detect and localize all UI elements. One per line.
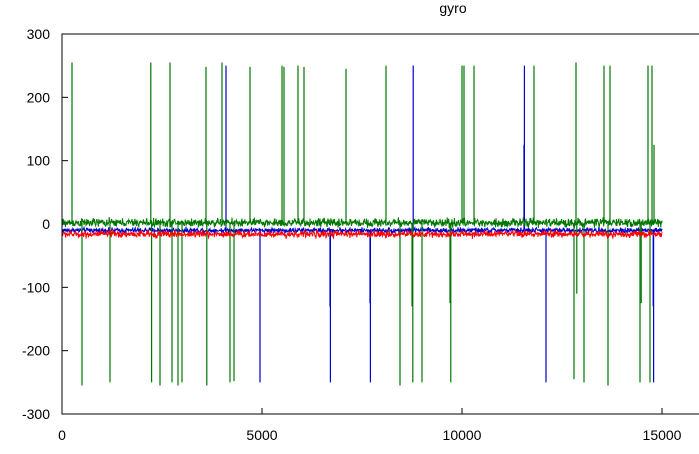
x-tick-label: 15000 bbox=[643, 427, 682, 443]
series-line bbox=[61, 228, 663, 240]
x-axis: 0 5000 10000 15000 bbox=[58, 408, 682, 443]
plot-frame bbox=[61, 33, 699, 415]
y-tick-label: -100 bbox=[22, 279, 50, 295]
series-2 bbox=[61, 62, 663, 386]
plot-area bbox=[61, 62, 663, 386]
y-tick-label: 200 bbox=[27, 89, 51, 105]
x-tick-label: 0 bbox=[58, 427, 66, 443]
series-line bbox=[61, 225, 663, 236]
y-tick-label: -200 bbox=[22, 343, 50, 359]
y-tick-label: 300 bbox=[27, 26, 51, 42]
y-tick-label: 100 bbox=[27, 153, 51, 169]
y-tick-label: -300 bbox=[22, 406, 50, 422]
x-tick-label: 5000 bbox=[246, 427, 277, 443]
x-tick-label: 10000 bbox=[443, 427, 482, 443]
chart-title: gyro bbox=[439, 0, 466, 16]
series-line bbox=[61, 216, 663, 229]
series-3 bbox=[61, 228, 663, 240]
y-tick-label: 0 bbox=[42, 216, 50, 232]
y-axis: -300 -200 -100 0 100 200 300 bbox=[22, 26, 68, 422]
series-1 bbox=[61, 65, 663, 383]
